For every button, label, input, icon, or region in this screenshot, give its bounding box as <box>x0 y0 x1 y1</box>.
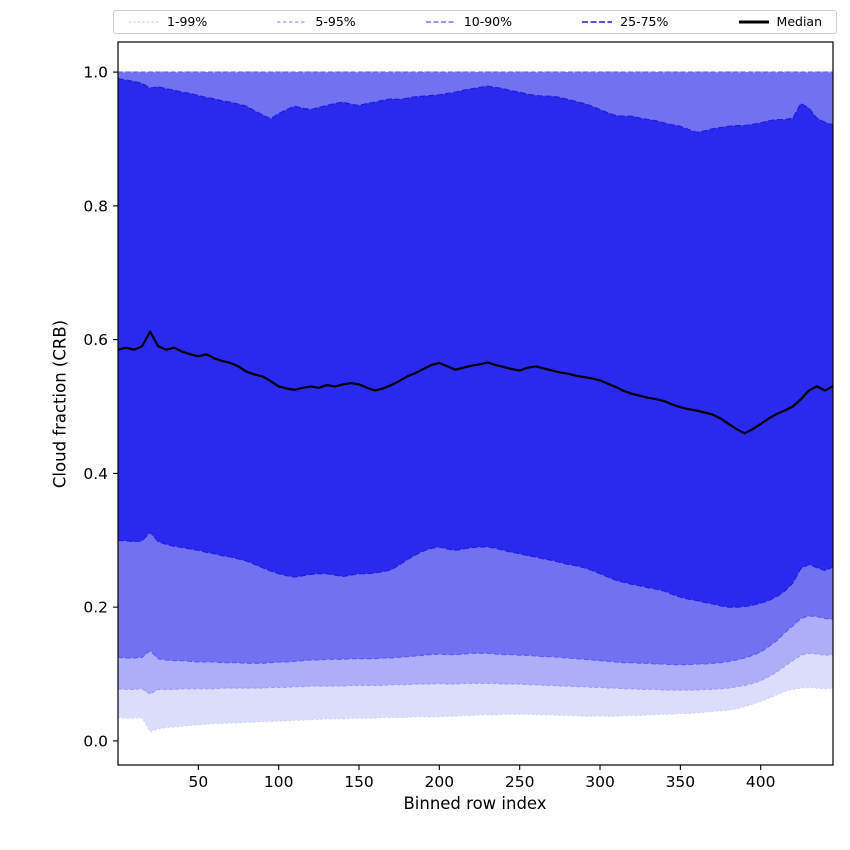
x-tick-label: 350 <box>666 773 696 791</box>
x-tick-label: 200 <box>425 773 455 791</box>
legend-label: 10-90% <box>463 13 513 29</box>
legend-label: 1-99% <box>167 13 208 29</box>
y-tick-label: 0.6 <box>83 331 108 349</box>
x-axis-ticks: 50 100 150 200 250 300 350 400 <box>188 765 775 791</box>
legend-label: 25-75% <box>620 13 669 29</box>
x-tick-label: 150 <box>344 773 374 791</box>
legend-item-5-95pct: 5-95% <box>276 13 356 29</box>
y-tick-label: 0.2 <box>83 599 108 617</box>
legend-line-sample <box>129 21 159 23</box>
legend-item-25-75pct: 25-75% <box>581 13 669 29</box>
band-25-75pct <box>118 78 833 608</box>
band-lower-edge <box>118 615 833 666</box>
legend-line-sample <box>582 21 613 23</box>
y-axis-ticks: 0.0 0.2 0.4 0.6 0.8 1.0 <box>83 64 118 750</box>
legend-item-1-99pct: 1-99% <box>128 13 208 29</box>
y-axis-label: Cloud fraction (CRB) <box>50 319 70 489</box>
x-tick-label: 100 <box>264 773 294 791</box>
band-upper-edge <box>118 78 833 133</box>
legend-line-sample <box>277 21 308 23</box>
legend: 1-99% 5-95% 10-90% 25-75% Median <box>113 10 837 34</box>
legend-line-sample <box>425 21 456 23</box>
legend-item-10-90pct: 10-90% <box>425 13 513 29</box>
y-tick-label: 0.8 <box>83 197 108 215</box>
median-line <box>118 330 833 435</box>
plot-border <box>117 41 834 766</box>
x-axis-label: Binned row index <box>403 794 547 813</box>
plot-area <box>118 71 833 733</box>
y-tick-label: 1.0 <box>83 64 108 82</box>
legend-item-median: Median <box>738 13 822 29</box>
x-tick-label: 250 <box>505 773 535 791</box>
y-tick-label: 0.0 <box>83 732 108 750</box>
x-tick-label: 400 <box>746 773 776 791</box>
x-tick-label: 50 <box>188 773 208 791</box>
legend-line-sample <box>738 20 769 24</box>
band-lower-edge <box>118 652 833 695</box>
band-lower-edge <box>118 531 833 608</box>
x-tick-label: 300 <box>585 773 615 791</box>
y-tick-label: 0.4 <box>83 465 108 483</box>
legend-label: 5-95% <box>315 13 356 29</box>
legend-label: Median <box>776 13 822 29</box>
